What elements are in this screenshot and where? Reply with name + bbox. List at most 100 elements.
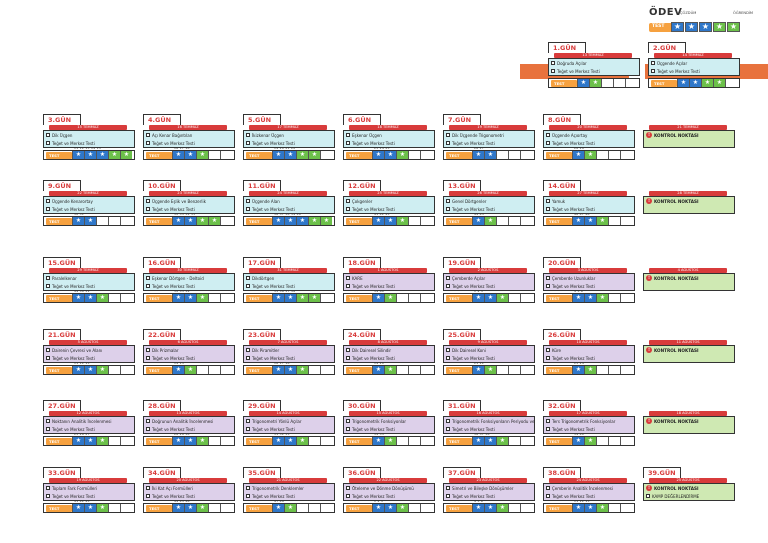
topic-row[interactable]: Teğet ve Merkez Testi (144, 425, 234, 433)
checkbox[interactable] (346, 284, 350, 288)
empty-box[interactable] (308, 366, 320, 374)
star-icon[interactable]: ★ (184, 437, 196, 445)
checkbox[interactable] (246, 141, 250, 145)
star-icon[interactable]: ★ (396, 217, 408, 225)
topic-row[interactable]: Teğet ve Merkez Testi (544, 205, 634, 213)
star-icon[interactable]: ★ (184, 366, 196, 374)
topic-row[interactable]: Üçgende Kenarortay (44, 197, 134, 205)
empty-box[interactable] (308, 437, 320, 445)
checkbox[interactable] (246, 276, 250, 280)
topic-row[interactable]: Teğet ve Merkez Testi (444, 205, 534, 213)
topic-row[interactable]: Toplam Fark Formülleri (44, 484, 134, 492)
star-icon[interactable]: ★ (584, 294, 596, 302)
star-icon[interactable]: ★ (572, 437, 584, 445)
checkbox[interactable] (246, 419, 250, 423)
empty-box[interactable] (620, 437, 632, 445)
checkbox[interactable] (46, 199, 50, 203)
topic-row[interactable]: ! KONTROL NOKTASI (644, 131, 734, 139)
empty-box[interactable] (320, 294, 332, 302)
star-icon[interactable]: ★ (496, 437, 508, 445)
empty-box[interactable] (613, 79, 625, 87)
empty-box[interactable] (396, 294, 408, 302)
empty-box[interactable] (620, 366, 632, 374)
star-icon[interactable]: ★ (572, 504, 584, 512)
star-icon[interactable]: ★ (72, 504, 84, 512)
topic-row[interactable]: KAMP DEĞERLENDİRME (644, 492, 734, 500)
checkbox[interactable] (146, 494, 150, 498)
empty-box[interactable] (320, 504, 332, 512)
star-icon[interactable]: ★ (172, 366, 184, 374)
star-icon[interactable]: ★ (308, 151, 320, 159)
empty-box[interactable] (108, 504, 120, 512)
checkbox[interactable] (246, 486, 250, 490)
topic-row[interactable]: Teğet ve Merkez Testi (444, 282, 534, 290)
star-icon[interactable]: ★ (577, 79, 589, 87)
checkbox[interactable] (446, 133, 450, 137)
checkbox[interactable] (146, 356, 150, 360)
checkbox[interactable] (146, 199, 150, 203)
checkbox[interactable] (346, 427, 350, 431)
checkbox[interactable] (651, 69, 655, 73)
star-icon[interactable]: ★ (472, 366, 484, 374)
star-icon[interactable]: ★ (208, 217, 220, 225)
empty-box[interactable] (208, 504, 220, 512)
empty-box[interactable] (320, 366, 332, 374)
checkbox[interactable] (46, 356, 50, 360)
empty-box[interactable] (596, 366, 608, 374)
topic-row[interactable]: Küre (544, 346, 634, 354)
topic-row[interactable]: Üçgende Alan (244, 197, 334, 205)
star-icon[interactable]: ★ (396, 151, 408, 159)
empty-box[interactable] (320, 437, 332, 445)
topic-row[interactable]: Teğet ve Merkez Testi (44, 354, 134, 362)
topic-row[interactable]: Teğet ve Merkez Testi (549, 67, 639, 75)
empty-box[interactable] (420, 366, 432, 374)
star-icon[interactable]: ★ (384, 217, 396, 225)
topic-row[interactable]: İkizkenar Üçgen (244, 131, 334, 139)
topic-row[interactable]: Açı Kenar Bağıntıları (144, 131, 234, 139)
checkbox[interactable] (246, 348, 250, 352)
empty-box[interactable] (420, 437, 432, 445)
topic-row[interactable]: Teğet ve Merkez Testi (344, 492, 434, 500)
checkbox[interactable] (346, 207, 350, 211)
star-icon[interactable]: ★ (384, 504, 396, 512)
checkbox[interactable] (446, 356, 450, 360)
empty-box[interactable] (608, 366, 620, 374)
checkbox[interactable] (546, 199, 550, 203)
empty-box[interactable] (620, 217, 632, 225)
checkbox[interactable] (146, 486, 150, 490)
checkbox[interactable] (546, 276, 550, 280)
star-icon[interactable]: ★ (284, 294, 296, 302)
topic-row[interactable]: Teğet ve Merkez Testi (244, 282, 334, 290)
checkbox[interactable] (446, 419, 450, 423)
checkbox[interactable] (46, 276, 50, 280)
star-icon[interactable]: ★ (120, 151, 132, 159)
checkbox[interactable] (146, 284, 150, 288)
star-icon[interactable]: ★ (84, 437, 96, 445)
star-icon[interactable]: ★ (320, 217, 332, 225)
checkbox[interactable] (46, 427, 50, 431)
star-icon[interactable]: ★ (284, 151, 296, 159)
topic-row[interactable]: Simetri ve Bileşke Dönüşümler (444, 484, 534, 492)
star-icon[interactable]: ★ (172, 437, 184, 445)
checkbox[interactable] (446, 141, 450, 145)
star-icon[interactable]: ★ (296, 437, 308, 445)
checkbox[interactable] (146, 207, 150, 211)
topic-row[interactable]: Teğet ve Merkez Testi (544, 425, 634, 433)
topic-row[interactable]: KARE (344, 274, 434, 282)
star-icon[interactable]: ★ (572, 366, 584, 374)
empty-box[interactable] (396, 366, 408, 374)
topic-row[interactable]: Teğet ve Merkez Testi (44, 205, 134, 213)
checkbox[interactable] (346, 199, 350, 203)
star-icon[interactable]: ★ (372, 504, 384, 512)
empty-box[interactable] (601, 79, 613, 87)
empty-box[interactable] (608, 504, 620, 512)
topic-row[interactable]: Trigonometrik Denklemler (244, 484, 334, 492)
star-icon[interactable]: ★ (284, 217, 296, 225)
checkbox[interactable] (46, 141, 50, 145)
topic-row[interactable]: Çemberde Açılar (444, 274, 534, 282)
topic-row[interactable]: ! KONTROL NOKTASI (644, 346, 734, 354)
star-icon[interactable]: ★ (272, 151, 284, 159)
star-icon[interactable]: ★ (272, 437, 284, 445)
star-icon[interactable]: ★ (584, 504, 596, 512)
empty-box[interactable] (620, 504, 632, 512)
